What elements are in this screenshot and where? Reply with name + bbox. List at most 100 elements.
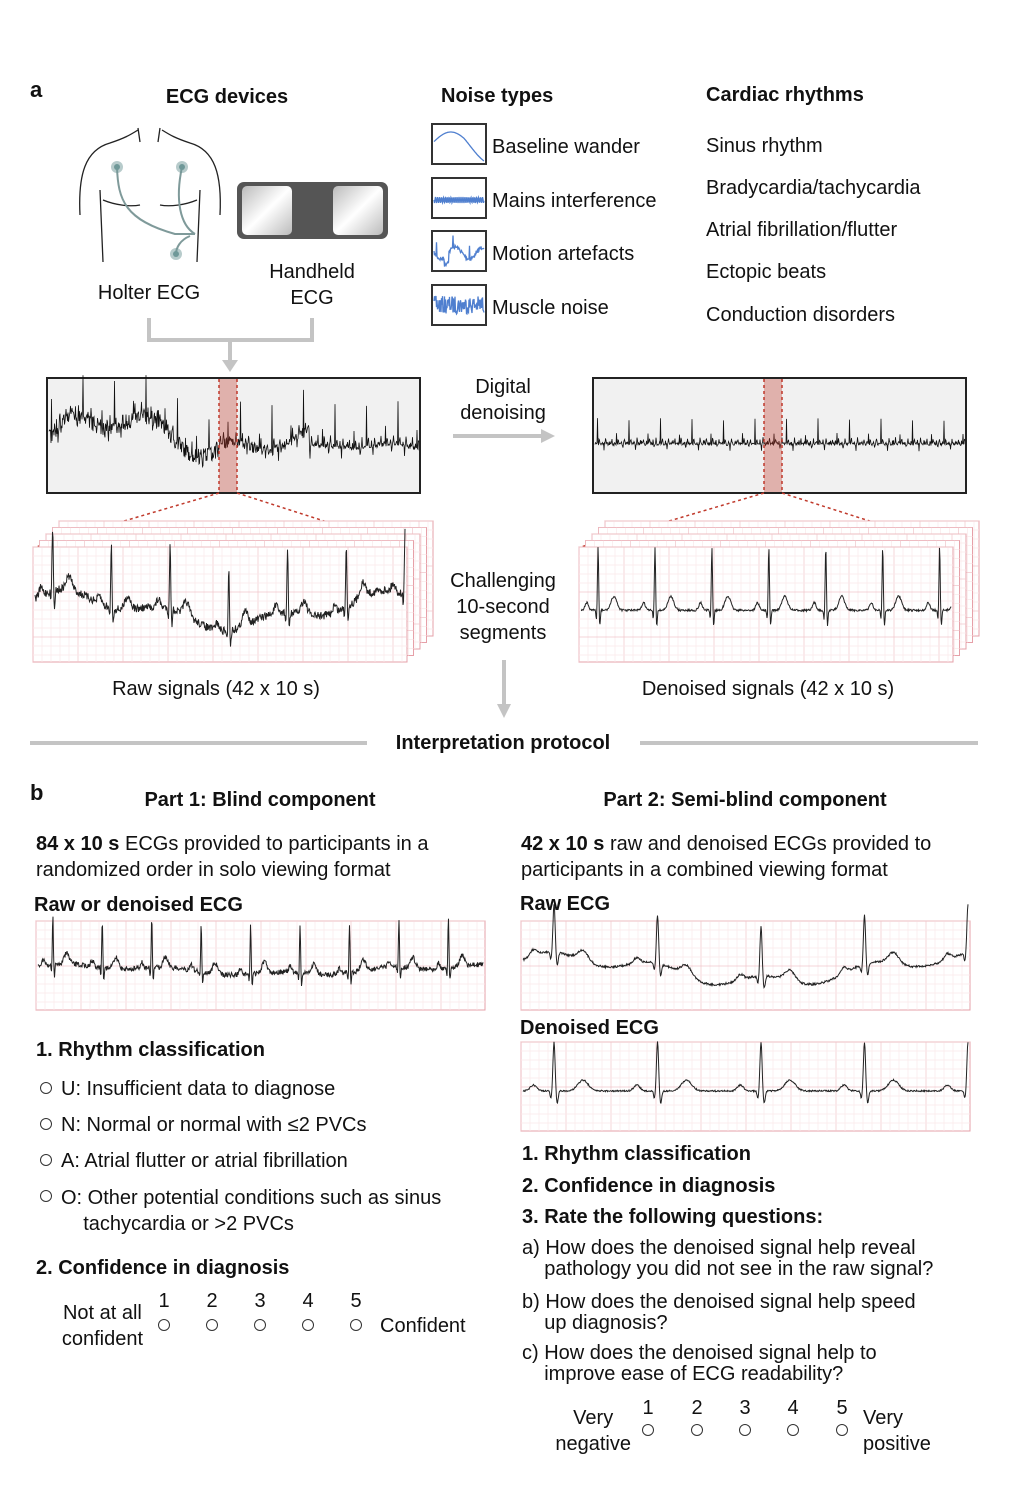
noise-baseline-wander: Baseline wander	[492, 136, 640, 158]
digital-denoising-label: Digital denoising	[460, 376, 546, 424]
denoised-signals-label: Denoised signals (42 x 10 s)	[641, 678, 895, 700]
raw-signals-label: Raw signals (42 x 10 s)	[112, 678, 320, 700]
scale-radio-4[interactable]	[302, 1319, 314, 1331]
noise-motion-artefacts: Motion artefacts	[492, 243, 635, 265]
part2-desc-text: raw and denoised ECGs provided to partic…	[521, 833, 932, 881]
noise-waveform	[433, 295, 485, 316]
scale-radio-3[interactable]	[254, 1319, 266, 1331]
denoised-segment-paper	[578, 546, 954, 663]
scale-number: 5	[836, 1397, 848, 1419]
cardiac-rhythms-title: Cardiac rhythms	[706, 84, 864, 106]
denoised-long-signal	[594, 418, 966, 452]
noise-muscle-noise: Muscle noise	[492, 297, 609, 319]
part2-title: Part 2: Semi-blind component	[603, 789, 887, 811]
part2-denoised-label: Denoised ECG	[520, 1017, 659, 1039]
part1-strip-label: Raw or denoised ECG	[34, 894, 243, 916]
rhythm-item: Sinus rhythm	[706, 135, 823, 157]
noise-waveform	[433, 235, 485, 268]
part1-q2: 2. Confidence in diagnosis	[36, 1257, 290, 1279]
ecg-devices-title: ECG devices	[165, 86, 289, 108]
panel-b-label: b	[30, 780, 44, 805]
holter-torso-illustration	[79, 127, 221, 263]
scale-number: 5	[350, 1290, 362, 1312]
part2-q1: 1. Rhythm classification	[522, 1143, 751, 1165]
denoising-arrow	[453, 429, 555, 443]
holter-electrodes	[111, 161, 188, 260]
denoised-segment-waveform	[580, 547, 952, 627]
raw-long-signal	[48, 375, 420, 469]
raw-signal-box	[46, 377, 421, 494]
part1-desc-text: ECGs provided to participants in a rando…	[36, 833, 429, 881]
part1-description: 84 x 10 s ECGs provided to participants …	[36, 831, 428, 883]
denoised-highlight	[764, 379, 782, 492]
scale-radio-5[interactable]	[350, 1319, 362, 1331]
zoom-lines	[35, 379, 952, 548]
option-u: U: Insufficient data to diagnose	[61, 1078, 336, 1100]
part2-denoised-waveform	[522, 1041, 969, 1105]
radio-u[interactable]	[40, 1082, 52, 1094]
down-arrowhead	[222, 360, 238, 372]
rhythm-item: Bradycardia/tachycardia	[706, 177, 921, 199]
raw-highlight	[219, 379, 237, 492]
noise-mains-interference: Mains interference	[492, 190, 657, 212]
holter-leads	[116, 166, 196, 255]
handheld-ecg-device	[237, 182, 388, 239]
scale-radio-2[interactable]	[206, 1319, 218, 1331]
scale-very-positive: Very positive	[863, 1407, 931, 1455]
noise-waveform	[433, 195, 485, 206]
radio-a[interactable]	[40, 1154, 52, 1166]
scale-radio-2[interactable]	[691, 1424, 703, 1436]
scale-number: 3	[254, 1290, 266, 1312]
option-a: A: Atrial flutter or atrial fibrillation	[61, 1150, 348, 1172]
holter-ecg-label: Holter ECG	[97, 282, 201, 304]
scale-number: 3	[739, 1397, 751, 1419]
part2-q2: 2. Confidence in diagnosis	[522, 1175, 776, 1197]
scale-radio-1[interactable]	[642, 1424, 654, 1436]
scale-high-label: Confident	[380, 1315, 466, 1337]
panel-a-label: a	[30, 77, 43, 102]
part2-description: 42 x 10 s raw and denoised ECGs provided…	[521, 831, 931, 883]
part2-q3: 3. Rate the following questions:	[522, 1206, 824, 1228]
scale-radio-5[interactable]	[836, 1424, 848, 1436]
part2-denoised-strip	[520, 1041, 971, 1132]
part2-raw-label: Raw ECG	[520, 893, 611, 915]
part2-raw-waveform	[522, 904, 969, 989]
handheld-ecg-label: Handheld ECG	[269, 261, 355, 309]
part2-raw-strip	[520, 920, 971, 1011]
part1-ecg-waveform	[37, 916, 484, 987]
scale-radio-4[interactable]	[787, 1424, 799, 1436]
scale-number: 4	[787, 1397, 799, 1419]
question-c: c) How does the denoised signal help to …	[522, 1342, 877, 1385]
device-bracket-arrow	[147, 318, 314, 362]
rhythm-item: Conduction disorders	[706, 304, 895, 326]
scale-number: 1	[642, 1397, 654, 1419]
part1-desc-bold: 84 x 10 s	[36, 833, 120, 855]
noise-waveform	[433, 131, 485, 162]
radio-o[interactable]	[40, 1190, 52, 1202]
scale-low-label: Not at all confident	[61, 1302, 143, 1350]
scale-number: 2	[206, 1290, 218, 1312]
noise-thumbnail	[431, 123, 487, 165]
question-b: b) How does the denoised signal help spe…	[522, 1291, 916, 1334]
scale-radio-3[interactable]	[739, 1424, 751, 1436]
part1-q1: 1. Rhythm classification	[36, 1039, 265, 1061]
scale-radio-1[interactable]	[158, 1319, 170, 1331]
option-o: O: Other potential conditions such as si…	[61, 1187, 442, 1235]
interpretation-protocol-title: Interpretation protocol	[395, 732, 611, 754]
segments-arrow	[497, 660, 511, 718]
scale-very-negative: Very negative	[555, 1407, 631, 1455]
radio-n[interactable]	[40, 1118, 52, 1130]
denoised-signal-box	[592, 377, 967, 494]
segments-label: Challenging 10-second segments	[450, 570, 556, 644]
scale-number: 2	[691, 1397, 703, 1419]
option-n: N: Normal or normal with ≤2 PVCs	[61, 1114, 367, 1136]
scale-number: 1	[158, 1290, 170, 1312]
noise-types-title: Noise types	[441, 85, 554, 107]
scale-number: 4	[302, 1290, 314, 1312]
rhythm-item: Ectopic beats	[706, 261, 827, 283]
raw-segment-waveform	[34, 528, 406, 647]
part1-title: Part 1: Blind component	[144, 789, 376, 811]
question-a: a) How does the denoised signal help rev…	[522, 1237, 934, 1280]
